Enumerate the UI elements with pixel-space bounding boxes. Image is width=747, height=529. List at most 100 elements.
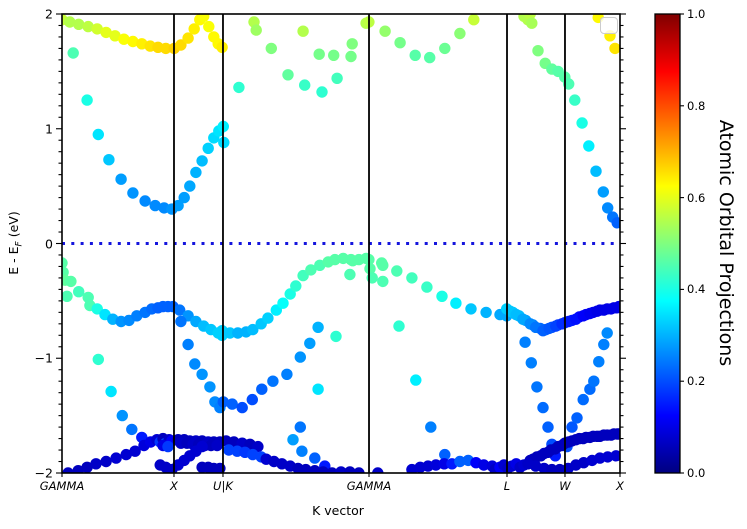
y-tick-label: 1 [45, 121, 53, 137]
data-point [282, 69, 294, 81]
data-point [198, 14, 210, 22]
data-point [81, 94, 93, 106]
data-point [184, 180, 196, 192]
legend-box [600, 17, 618, 34]
data-point [542, 421, 554, 433]
data-point [100, 455, 112, 468]
data-point [236, 401, 248, 414]
data-point [100, 26, 112, 39]
data-point [353, 467, 365, 473]
data-point [91, 23, 103, 35]
data-point [115, 173, 127, 185]
data-point [127, 35, 139, 48]
data-point [438, 458, 450, 470]
scatter-points [62, 14, 620, 473]
data-point [312, 383, 324, 395]
data-point [313, 48, 325, 60]
data-point [346, 38, 358, 50]
data-point [81, 461, 93, 473]
data-point [602, 451, 614, 463]
data-point [304, 337, 316, 349]
data-point [328, 49, 340, 61]
data-point [126, 423, 138, 436]
data-point [571, 412, 583, 424]
data-point [223, 444, 235, 456]
data-point [379, 25, 391, 37]
data-point [312, 321, 324, 333]
data-point [602, 202, 614, 214]
data-point [129, 445, 141, 457]
data-point [454, 27, 466, 40]
data-point [364, 263, 376, 275]
data-point [424, 51, 436, 64]
data-point [554, 463, 566, 473]
data-point [202, 142, 214, 154]
data-point [62, 467, 74, 473]
data-point [316, 86, 328, 98]
data-point [265, 42, 277, 55]
data-point [203, 20, 215, 33]
data-point [172, 199, 184, 212]
data-point [277, 297, 289, 309]
data-point [598, 338, 610, 351]
data-point [480, 306, 492, 319]
data-point [519, 336, 531, 348]
data-point [233, 81, 245, 94]
data-point [305, 264, 317, 276]
data-point [601, 327, 613, 339]
data-point [211, 439, 223, 452]
data-point [525, 357, 537, 369]
data-point [478, 459, 490, 471]
data-point [439, 42, 451, 55]
data-point [290, 280, 302, 292]
data-point [92, 353, 105, 366]
data-point [576, 117, 588, 129]
data-point [410, 374, 422, 386]
data-point [526, 17, 538, 29]
data-point [372, 467, 384, 473]
colorbar-tick-label: 0.4 [687, 282, 706, 297]
x-axis-label: K vector [312, 503, 364, 518]
colorbar-tick-label: 0.8 [687, 98, 706, 113]
data-point [347, 255, 359, 267]
data-point [162, 440, 174, 453]
colorbar-label: Atomic Orbital Projections [715, 119, 737, 367]
data-point [409, 49, 421, 61]
colorbar-tick-label: 0.2 [687, 374, 706, 389]
data-point [588, 375, 600, 387]
data-point [182, 338, 194, 351]
data-point [297, 269, 309, 282]
x-tick-label: GAMMA [39, 479, 85, 493]
colorbar-frame [654, 13, 681, 474]
data-point [149, 199, 161, 212]
data-point [160, 42, 172, 55]
data-point [196, 368, 208, 380]
data-point [196, 155, 208, 167]
data-point [569, 94, 581, 106]
data-point [188, 23, 200, 35]
data-point [344, 268, 356, 281]
data-point [284, 288, 296, 300]
data-point [67, 47, 79, 59]
data-point [297, 25, 309, 37]
x-tick-label: X [170, 479, 178, 493]
data-point [62, 257, 68, 269]
data-point [196, 440, 208, 453]
data-point [64, 16, 76, 28]
data-point [577, 393, 589, 406]
data-point [224, 327, 236, 339]
data-point [393, 320, 405, 332]
data-point [178, 191, 190, 204]
data-point [454, 455, 466, 468]
data-point [256, 383, 268, 395]
x-tick-label: L [503, 479, 511, 493]
data-point [537, 401, 549, 414]
data-point [610, 450, 620, 462]
data-point [118, 33, 130, 45]
data-point [190, 166, 202, 179]
data-point [465, 303, 477, 315]
data-point [226, 398, 238, 410]
data-point [296, 445, 308, 457]
data-point [468, 14, 480, 26]
